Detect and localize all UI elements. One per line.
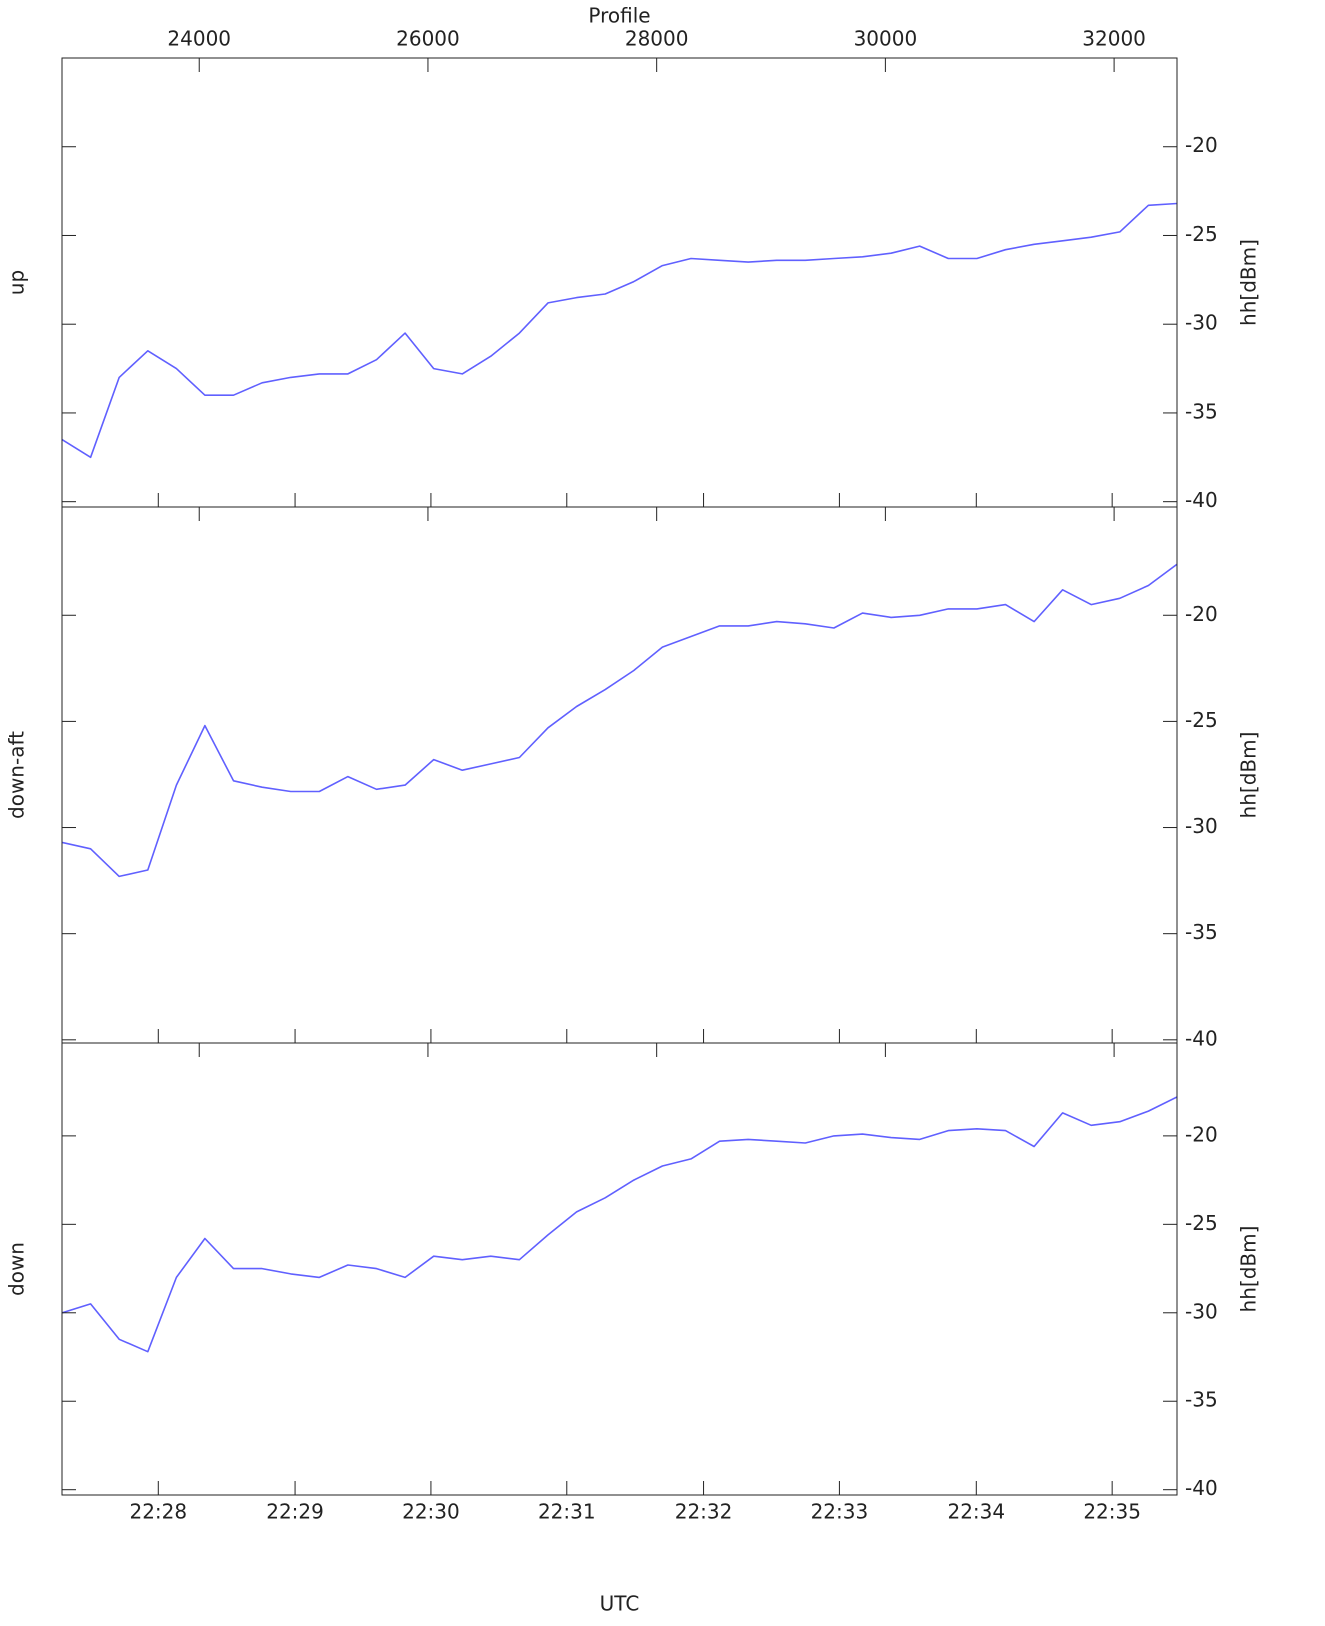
y-tick-label: -40 bbox=[1185, 1026, 1218, 1050]
x-tick-label: 22:35 bbox=[1083, 1500, 1141, 1524]
panel-label: down bbox=[5, 1242, 29, 1296]
x-tick-label: 22:34 bbox=[947, 1500, 1005, 1524]
data-line bbox=[62, 563, 1177, 878]
data-line bbox=[62, 1096, 1177, 1353]
y-tick-label: -35 bbox=[1185, 920, 1218, 944]
x-axis-title: Profile bbox=[588, 4, 650, 28]
y-tick-label: -20 bbox=[1185, 1122, 1218, 1146]
y-tick-label: -30 bbox=[1185, 311, 1218, 335]
y-tick-label: -35 bbox=[1185, 399, 1218, 423]
y-axis-label: hh[dBm] bbox=[1237, 732, 1261, 819]
y-tick-label: -40 bbox=[1185, 1476, 1218, 1500]
y-tick-label: -25 bbox=[1185, 708, 1218, 732]
y-tick-label: -20 bbox=[1185, 602, 1218, 626]
y-tick-label: -40 bbox=[1185, 488, 1218, 512]
x-tick-label: 22:33 bbox=[811, 1500, 869, 1524]
y-axis-label: hh[dBm] bbox=[1237, 239, 1261, 326]
x-axis-title: UTC bbox=[600, 1592, 640, 1616]
data-line bbox=[62, 202, 1177, 459]
x-tick-label: 30000 bbox=[854, 27, 918, 51]
y-tick-label: -25 bbox=[1185, 1211, 1218, 1235]
y-tick-label: -30 bbox=[1185, 1299, 1218, 1323]
panel-label: down-aft bbox=[5, 731, 29, 819]
x-tick-label: 26000 bbox=[396, 27, 460, 51]
x-tick-label: 22:31 bbox=[538, 1500, 596, 1524]
y-tick-label: -20 bbox=[1185, 133, 1218, 157]
y-tick-label: -30 bbox=[1185, 814, 1218, 838]
panel-label: up bbox=[5, 270, 29, 295]
x-tick-label: 22:30 bbox=[402, 1500, 460, 1524]
y-tick-label: -35 bbox=[1185, 1388, 1218, 1412]
plot-frame bbox=[61, 506, 1178, 1044]
x-tick-label: 32000 bbox=[1082, 27, 1146, 51]
x-tick-label: 24000 bbox=[167, 27, 231, 51]
plot-frame bbox=[61, 1042, 1178, 1496]
x-tick-label: 28000 bbox=[625, 27, 689, 51]
y-axis-label: hh[dBm] bbox=[1237, 1226, 1261, 1313]
x-tick-label: 22:32 bbox=[675, 1500, 733, 1524]
plot-frame bbox=[61, 57, 1178, 508]
x-tick-label: 22:29 bbox=[266, 1500, 324, 1524]
x-tick-label: 22:28 bbox=[129, 1500, 187, 1524]
y-tick-label: -25 bbox=[1185, 222, 1218, 246]
